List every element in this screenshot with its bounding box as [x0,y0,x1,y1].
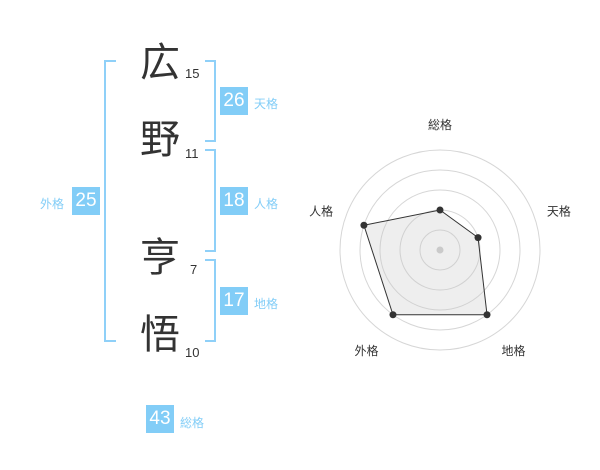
grid-ring [359,169,521,331]
grid-ring [339,149,541,351]
axis-label: 総格 [428,117,452,132]
strokes-4: 10 [185,345,200,360]
char-4: 悟 [140,312,180,358]
grid-ring [419,229,461,271]
chikaku-bracket [205,259,216,342]
data-point [436,206,444,214]
axis-label: 外格 [355,343,379,358]
center-dot [436,246,444,254]
char-3: 亨 [140,235,180,281]
axis-label: 地格 [501,343,525,358]
gaikaku-value: 25 [72,187,100,215]
chikaku-label: 地格 [254,297,279,311]
jinkaku-bracket [205,149,216,252]
data-point [360,221,368,229]
axis-label: 人格 [309,203,333,218]
soukaku-value: 43 [146,405,174,433]
gaikaku-label: 外格 [40,197,65,211]
tenkaku-value: 26 [220,87,248,115]
tenkaku-label: 天格 [254,97,279,111]
soukaku-label: 総格 [180,416,205,430]
jinkaku-label: 人格 [254,197,279,211]
axis-label: 天格 [547,203,571,218]
grid-ring [379,189,501,311]
chikaku-value: 17 [220,287,248,315]
strokes-3: 7 [190,262,198,277]
data-point [483,311,491,319]
gaikaku-bracket [104,60,116,342]
strokes-1: 15 [185,66,200,81]
data-polygon [363,209,488,316]
tenkaku-bracket [205,60,216,142]
strokes-2: 11 [185,146,199,161]
jinkaku-value: 18 [220,187,248,215]
char-2: 野 [140,117,180,163]
data-point [474,234,482,242]
data-point [389,311,397,319]
char-1: 広 [140,40,180,86]
